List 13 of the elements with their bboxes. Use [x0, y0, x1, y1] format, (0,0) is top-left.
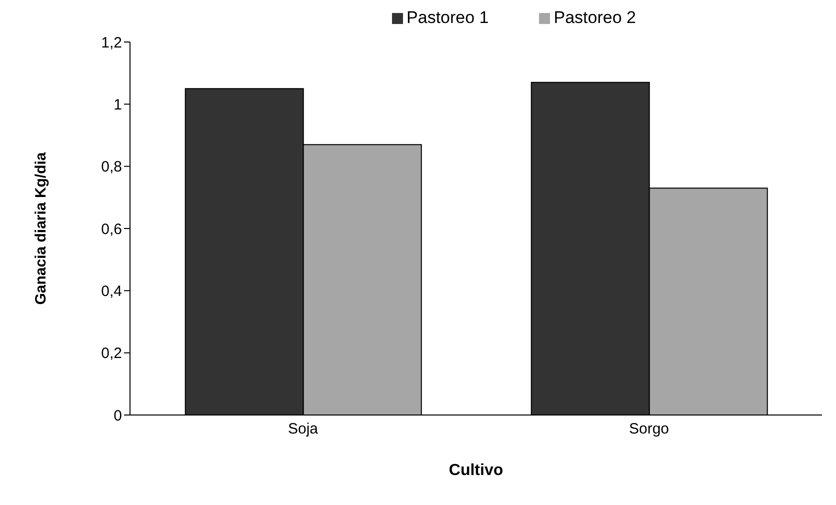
x-axis-title: Cultivo: [448, 462, 504, 479]
x-tick-label: Sorgo: [628, 420, 670, 438]
y-tick-label: 0: [114, 407, 122, 424]
y-tick-label: 0,2: [101, 345, 122, 362]
y-tick-label: 0,8: [101, 158, 122, 176]
y-axis-title: Ganacia diaria Kg/dia: [32, 152, 50, 305]
legend-label: Pastoreo 1: [406, 8, 489, 27]
y-tick-label: 1: [114, 96, 122, 114]
x-tick-label: Soja: [288, 420, 319, 438]
y-tick-label: 0,6: [101, 220, 122, 238]
y-tick-label: 0,4: [101, 282, 122, 300]
legend-label: Pastoreo 2: [554, 8, 636, 27]
y-tick-label: 1,2: [101, 34, 122, 52]
